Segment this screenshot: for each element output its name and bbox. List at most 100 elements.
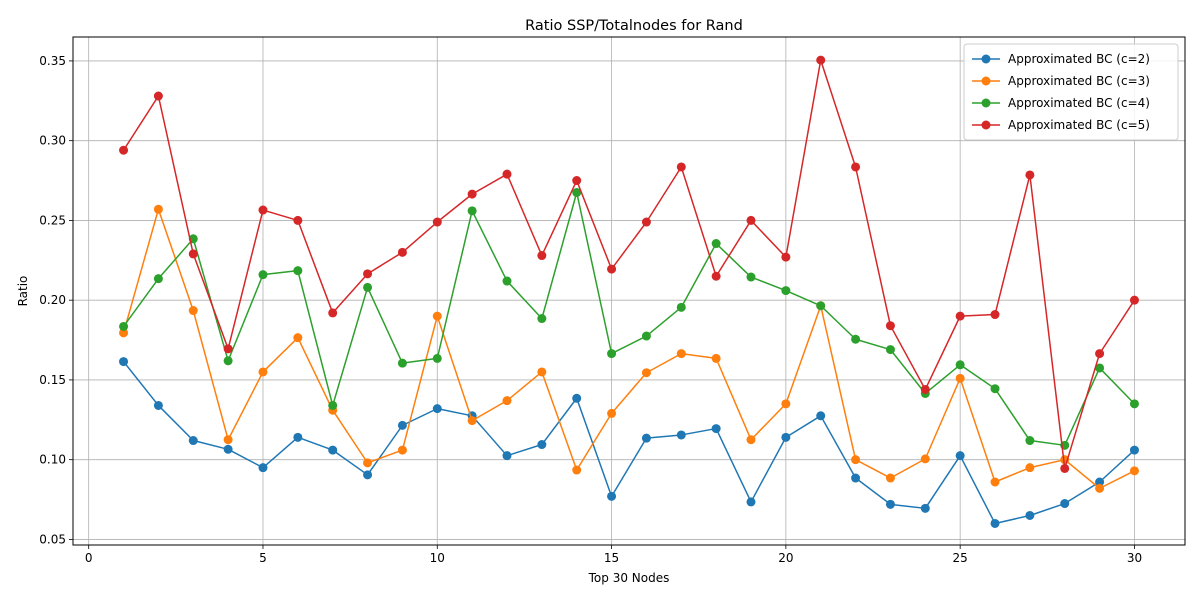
data-point <box>885 345 895 355</box>
data-point <box>293 266 303 276</box>
data-point <box>223 344 233 354</box>
x-axis-label: Top 30 Nodes <box>588 571 670 585</box>
data-point <box>711 271 721 281</box>
data-point <box>293 215 303 225</box>
data-point <box>955 360 965 370</box>
data-point <box>223 435 233 445</box>
x-tick-label: 30 <box>1127 551 1142 565</box>
data-point <box>641 217 651 227</box>
data-point <box>1095 349 1105 359</box>
data-point <box>119 357 129 367</box>
data-point <box>781 432 791 442</box>
data-point <box>153 91 163 101</box>
data-point <box>641 331 651 341</box>
data-point <box>258 463 268 473</box>
series-3 <box>119 188 1139 450</box>
x-tick-label: 5 <box>259 551 267 565</box>
x-tick-label: 0 <box>85 551 93 565</box>
data-point <box>328 445 338 455</box>
data-point <box>293 432 303 442</box>
legend-label: Approximated BC (c=3) <box>1008 74 1150 88</box>
chart-title: Ratio SSP/Totalnodes for Rand <box>525 18 743 34</box>
data-point <box>188 436 198 446</box>
y-axis-label: Ratio <box>16 276 30 307</box>
data-point <box>328 400 338 410</box>
data-point <box>676 302 686 312</box>
series-1 <box>119 357 1139 528</box>
data-point <box>885 473 895 483</box>
data-point <box>258 367 268 377</box>
data-point <box>153 274 163 284</box>
data-point <box>537 367 547 377</box>
x-tick-label: 15 <box>604 551 619 565</box>
data-point <box>467 206 477 216</box>
data-point <box>397 358 407 368</box>
data-point <box>397 445 407 455</box>
data-point <box>502 451 512 461</box>
y-tick-label: 0.20 <box>39 293 66 307</box>
legend: Approximated BC (c=2) Approximated BC (c=… <box>963 43 1179 141</box>
data-point <box>641 368 651 378</box>
data-point <box>502 396 512 406</box>
data-point <box>990 384 1000 394</box>
data-point <box>258 270 268 280</box>
data-point <box>188 306 198 316</box>
data-point <box>781 252 791 262</box>
data-point <box>955 373 965 383</box>
data-point <box>607 491 617 501</box>
axis-ticks: 0 5 10 15 20 25 30 0.05 0.10 0.15 0.20 0.25 0.30 0.35 <box>39 54 1142 565</box>
data-point <box>711 353 721 363</box>
data-point <box>223 356 233 366</box>
data-point <box>537 251 547 261</box>
data-point <box>676 349 686 359</box>
data-point <box>572 465 582 475</box>
data-point <box>851 455 861 465</box>
legend-label: Approximated BC (c=4) <box>1008 96 1150 110</box>
data-point <box>432 311 442 321</box>
data-point <box>502 169 512 179</box>
data-point <box>851 473 861 483</box>
data-point <box>816 411 826 421</box>
data-point <box>851 162 861 172</box>
y-tick-label: 0.05 <box>39 532 66 546</box>
data-point <box>990 477 1000 487</box>
data-point <box>432 217 442 227</box>
data-point <box>920 503 930 513</box>
data-point <box>467 189 477 199</box>
series-4 <box>119 55 1139 473</box>
data-point <box>397 420 407 430</box>
data-point <box>1129 466 1139 476</box>
data-point <box>851 334 861 344</box>
data-point <box>711 239 721 249</box>
series-line <box>122 191 1135 447</box>
data-point <box>955 311 965 321</box>
data-point <box>641 433 651 443</box>
data-point <box>676 430 686 440</box>
data-point <box>572 176 582 186</box>
y-tick-label: 0.30 <box>39 134 66 148</box>
legend-item: Approximated BC (c=4) <box>972 96 1150 110</box>
data-point <box>781 286 791 296</box>
data-point <box>153 400 163 410</box>
data-point <box>363 269 373 279</box>
data-point <box>537 314 547 324</box>
legend-swatch-marker <box>981 76 991 86</box>
series-line <box>122 208 1135 490</box>
data-point <box>328 308 338 318</box>
data-point <box>746 497 756 507</box>
y-tick-label: 0.10 <box>39 453 66 467</box>
data-point <box>746 435 756 445</box>
y-tick-label: 0.35 <box>39 54 66 68</box>
data-point <box>432 353 442 363</box>
x-tick-label: 25 <box>953 551 968 565</box>
data-point <box>990 310 1000 320</box>
data-point <box>363 458 373 468</box>
data-point <box>607 349 617 359</box>
data-point <box>467 416 477 426</box>
legend-label: Approximated BC (c=2) <box>1008 52 1150 66</box>
data-point <box>746 272 756 282</box>
data-point <box>781 399 791 409</box>
data-point <box>119 145 129 155</box>
legend-label: Approximated BC (c=5) <box>1008 118 1150 132</box>
